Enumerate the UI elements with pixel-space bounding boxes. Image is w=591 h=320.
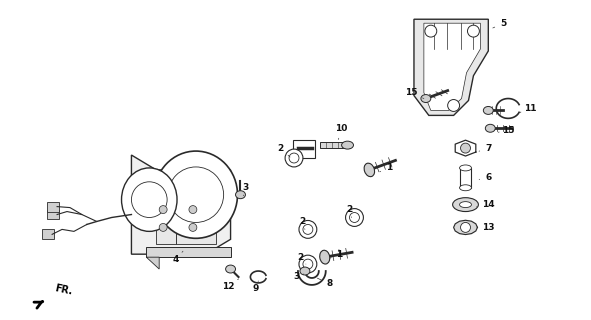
Ellipse shape — [421, 95, 431, 102]
Circle shape — [299, 220, 317, 238]
Ellipse shape — [236, 191, 245, 199]
Circle shape — [467, 25, 479, 37]
Circle shape — [189, 223, 197, 231]
Circle shape — [303, 224, 313, 234]
Polygon shape — [414, 19, 488, 116]
Ellipse shape — [342, 141, 353, 149]
Text: 2: 2 — [299, 217, 305, 229]
Circle shape — [159, 223, 167, 231]
Text: 3: 3 — [242, 183, 249, 196]
Text: 15: 15 — [498, 126, 514, 135]
Ellipse shape — [300, 267, 310, 275]
Ellipse shape — [453, 198, 478, 212]
Polygon shape — [47, 210, 59, 220]
Ellipse shape — [364, 163, 375, 177]
Text: 2: 2 — [346, 205, 353, 218]
Text: 2: 2 — [277, 144, 290, 157]
Ellipse shape — [460, 202, 472, 208]
Text: 14: 14 — [476, 200, 495, 209]
Polygon shape — [293, 140, 315, 158]
Ellipse shape — [122, 168, 177, 231]
Text: 1: 1 — [380, 164, 392, 172]
Text: 2: 2 — [297, 253, 306, 264]
Circle shape — [159, 206, 167, 213]
Circle shape — [285, 149, 303, 167]
Polygon shape — [424, 23, 480, 110]
Circle shape — [189, 206, 197, 213]
Polygon shape — [147, 257, 159, 269]
Polygon shape — [176, 200, 216, 244]
Text: 4: 4 — [173, 251, 183, 264]
Polygon shape — [131, 155, 230, 254]
Circle shape — [460, 222, 470, 232]
Text: 13: 13 — [476, 223, 495, 232]
Text: 7: 7 — [479, 144, 492, 153]
Text: 6: 6 — [479, 173, 492, 182]
Text: 8: 8 — [317, 278, 333, 288]
Polygon shape — [47, 202, 59, 212]
Polygon shape — [42, 229, 54, 239]
Polygon shape — [147, 247, 230, 257]
Polygon shape — [156, 195, 176, 244]
Ellipse shape — [460, 165, 472, 171]
Text: 9: 9 — [252, 281, 258, 293]
Ellipse shape — [485, 124, 495, 132]
Text: 1: 1 — [330, 250, 343, 259]
Circle shape — [447, 100, 460, 111]
Polygon shape — [320, 142, 349, 148]
Text: FR.: FR. — [54, 283, 74, 297]
Polygon shape — [454, 220, 478, 235]
Circle shape — [460, 143, 470, 153]
Circle shape — [289, 153, 299, 163]
Polygon shape — [460, 168, 472, 188]
Circle shape — [346, 209, 363, 227]
Circle shape — [303, 259, 313, 269]
Ellipse shape — [226, 265, 236, 273]
Circle shape — [349, 212, 359, 222]
Text: 12: 12 — [222, 279, 239, 292]
Text: 3: 3 — [294, 272, 304, 282]
Ellipse shape — [154, 151, 238, 238]
Text: 5: 5 — [493, 19, 506, 28]
Ellipse shape — [460, 185, 472, 191]
Circle shape — [425, 25, 437, 37]
Text: 11: 11 — [520, 104, 536, 113]
Ellipse shape — [483, 107, 493, 114]
Circle shape — [299, 255, 317, 273]
Text: 15: 15 — [405, 88, 424, 99]
Text: 10: 10 — [336, 124, 348, 140]
Ellipse shape — [320, 250, 330, 264]
